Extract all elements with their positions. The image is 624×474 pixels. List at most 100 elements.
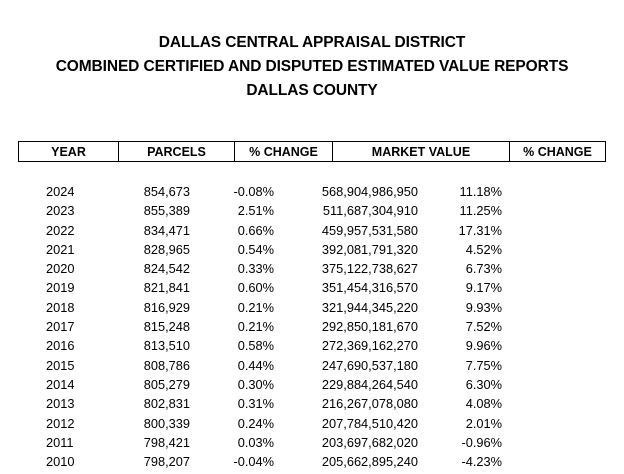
market-value-cell: 459,957,531,580 [321, 222, 418, 238]
year-cell: 2012 [46, 415, 75, 431]
parcels-cell: 813,510 [143, 338, 190, 354]
table-header: YEAR PARCELS % CHANGE MARKET VALUE % CHA… [18, 141, 606, 162]
year-cell: 2015 [46, 357, 75, 373]
parcels-change-cell: 0.66% [237, 222, 274, 238]
parcels-cell: 824,542 [143, 261, 190, 277]
parcels-change-cell: 0.21% [237, 319, 274, 335]
year-cell: 2011 [46, 434, 74, 450]
parcels-change-cell: 0.24% [237, 415, 274, 431]
parcels-cell: 800,339 [143, 415, 190, 431]
table-row: 2016 813,510 0.58% 272,369,162,270 9.96% [0, 336, 624, 355]
market-value-cell: 247,690,537,180 [321, 357, 418, 373]
column-header-market-value: MARKET VALUE [333, 142, 510, 161]
parcels-change-cell: 0.31% [237, 396, 274, 412]
parcels-change-cell: 0.03% [237, 434, 274, 450]
table-row: 2021 828,965 0.54% 392,081,791,320 4.52% [0, 240, 624, 259]
column-header-year: YEAR [19, 142, 119, 161]
parcels-change-cell: 0.21% [237, 299, 274, 315]
market-value-cell: 321,944,345,220 [321, 299, 418, 315]
parcels-cell: 834,471 [143, 222, 190, 238]
parcels-change-cell: 0.30% [237, 376, 274, 392]
parcels-change-cell: 2.51% [237, 203, 274, 219]
parcels-cell: 816,929 [143, 299, 190, 315]
year-cell: 2023 [46, 203, 75, 219]
value-change-cell: -4.23% [461, 454, 502, 470]
parcels-change-cell: 0.33% [237, 261, 274, 277]
table-row: 2013 802,831 0.31% 216,267,078,080 4.08% [0, 394, 624, 413]
value-change-cell: 4.52% [465, 241, 502, 257]
market-value-cell: 207,784,510,420 [321, 415, 418, 431]
parcels-change-cell: -0.04% [233, 454, 274, 470]
parcels-cell: 821,841 [143, 280, 190, 296]
year-cell: 2020 [46, 261, 75, 277]
table-row: 2018 816,929 0.21% 321,944,345,220 9.93% [0, 298, 624, 317]
value-change-cell: 6.73% [465, 261, 502, 277]
year-cell: 2014 [46, 376, 75, 392]
parcels-cell: 805,279 [143, 376, 190, 392]
market-value-cell: 272,369,162,270 [321, 338, 418, 354]
parcels-change-cell: 0.44% [237, 357, 274, 373]
year-cell: 2013 [46, 396, 75, 412]
column-header-parcels-change: % CHANGE [235, 142, 333, 161]
market-value-cell: 205,662,895,240 [321, 454, 418, 470]
year-cell: 2022 [46, 222, 75, 238]
year-cell: 2018 [46, 299, 75, 315]
table-row: 2014 805,279 0.30% 229,884,264,540 6.30% [0, 375, 624, 394]
value-change-cell: 4.08% [465, 396, 502, 412]
report-title-block: DALLAS CENTRAL APPRAISAL DISTRICT COMBIN… [0, 31, 624, 103]
table-row: 2023 855,389 2.51% 511,687,304,910 11.25% [0, 201, 624, 220]
parcels-change-cell: 0.60% [237, 280, 274, 296]
parcels-cell: 798,421 [143, 434, 190, 450]
table-row: 2015 808,786 0.44% 247,690,537,180 7.75% [0, 356, 624, 375]
table-row: 2017 815,248 0.21% 292,850,181,670 7.52% [0, 317, 624, 336]
table-row: 2022 834,471 0.66% 459,957,531,580 17.31% [0, 221, 624, 240]
value-change-cell: 6.30% [465, 376, 502, 392]
table-body: 2024 854,673 -0.08% 568,904,986,950 11.18% 20… [0, 182, 624, 471]
market-value-cell: 292,850,181,670 [321, 319, 418, 335]
parcels-cell: 802,831 [143, 396, 190, 412]
value-change-cell: 7.75% [465, 357, 502, 373]
value-change-cell: 17.31% [458, 222, 502, 238]
column-header-parcels: PARCELS [119, 142, 235, 161]
parcels-cell: 854,673 [143, 184, 190, 199]
title-organization: DALLAS CENTRAL APPRAISAL DISTRICT [158, 34, 466, 51]
value-change-cell: 11.25% [459, 203, 502, 219]
market-value-cell: 229,884,264,540 [321, 376, 418, 392]
value-change-cell: 9.93% [465, 299, 502, 315]
parcels-change-cell: 0.58% [237, 338, 274, 354]
year-cell: 2010 [46, 454, 75, 470]
year-cell: 2016 [46, 338, 75, 354]
year-cell: 2019 [46, 280, 75, 296]
parcels-cell: 808,786 [143, 357, 190, 373]
table-row: 2010 798,207 -0.04% 205,662,895,240 -4.23% [0, 452, 624, 471]
year-cell: 2017 [46, 319, 75, 335]
parcels-change-cell: 0.54% [237, 241, 274, 257]
year-cell: 2021 [46, 241, 75, 257]
table-row: 2019 821,841 0.60% 351,454,316,570 9.17% [0, 278, 624, 297]
value-change-cell: 11.18% [459, 184, 502, 199]
parcels-cell: 855,389 [143, 203, 190, 219]
title-county: DALLAS COUNTY [246, 82, 378, 99]
year-cell: 2024 [46, 184, 75, 199]
table-row: 2011 798,421 0.03% 203,697,682,020 -0.96% [0, 433, 624, 452]
table-row: 2020 824,542 0.33% 375,122,738,627 6.73% [0, 259, 624, 278]
table-row: 2024 854,673 -0.08% 568,904,986,950 11.18% [0, 182, 624, 201]
parcels-cell: 815,248 [143, 319, 190, 335]
value-change-cell: 2.01% [465, 415, 502, 431]
value-change-cell: 9.17% [465, 280, 502, 296]
parcels-change-cell: -0.08% [233, 184, 274, 199]
value-change-cell: 9.96% [465, 338, 502, 354]
column-header-value-change: % CHANGE [523, 144, 592, 159]
value-change-cell: 7.52% [465, 319, 502, 335]
market-value-cell: 375,122,738,627 [321, 261, 418, 277]
parcels-cell: 828,965 [143, 241, 190, 257]
market-value-cell: 203,697,682,020 [321, 434, 418, 450]
parcels-cell: 798,207 [143, 454, 190, 470]
market-value-cell: 511,687,304,910 [322, 203, 418, 219]
title-report-name: COMBINED CERTIFIED AND DISPUTED ESTIMATE… [55, 58, 569, 75]
table-row: 2012 800,339 0.24% 207,784,510,420 2.01% [0, 414, 624, 433]
market-value-cell: 392,081,791,320 [321, 241, 418, 257]
market-value-cell: 351,454,316,570 [321, 280, 418, 296]
market-value-cell: 568,904,986,950 [321, 184, 418, 199]
market-value-cell: 216,267,078,080 [321, 396, 418, 412]
